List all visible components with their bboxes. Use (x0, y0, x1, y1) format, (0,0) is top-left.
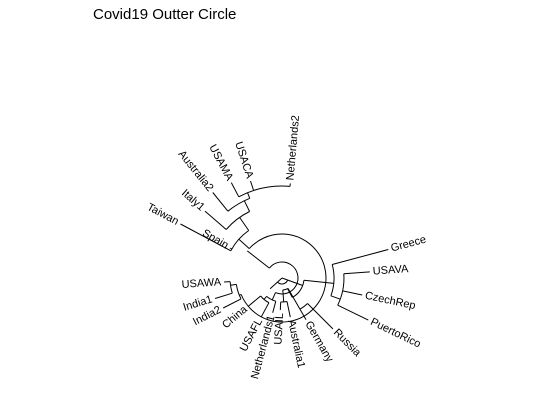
tree-leaf-labels: GreeceUSAVACzechRepPuertoRicoRussiaGerma… (145, 115, 428, 381)
branch-arc (235, 284, 242, 300)
branch-edge (263, 296, 267, 300)
branch-arc (225, 211, 250, 230)
branch-edge (250, 180, 255, 191)
branch-edge (239, 217, 250, 231)
branch-edge (299, 308, 307, 320)
branch-edge (272, 301, 277, 313)
branch-edge (271, 292, 276, 301)
branch-edge (303, 279, 334, 284)
branch-edge (180, 223, 232, 252)
branch-edge (286, 301, 291, 318)
branch-arc (299, 303, 308, 310)
branch-edge (247, 192, 251, 199)
leaf-label: Italy1 (179, 187, 207, 213)
leaf-label: Russia (331, 327, 364, 360)
branch-arc (282, 287, 289, 291)
branch-edge (269, 277, 283, 290)
leaf-label: USAWA (181, 276, 222, 291)
branch-arc (269, 261, 299, 295)
branch-edge (222, 298, 242, 309)
leaf-label: Spain (200, 227, 230, 251)
branch-edge (332, 249, 389, 265)
leaf-label: USAMA (206, 143, 235, 184)
tree-branches (180, 180, 389, 330)
branch-edge (214, 292, 233, 299)
branch-arc (330, 264, 335, 296)
branch-edge (247, 295, 261, 307)
branch-edge (229, 247, 233, 250)
branch-arc (277, 279, 289, 285)
leaf-label: PuertoRico (368, 316, 422, 351)
branch-edge (260, 302, 270, 318)
branch-edge (238, 238, 250, 249)
branch-arc (238, 185, 291, 198)
leaf-label: Taiwan (145, 201, 181, 228)
branch-edge (337, 304, 369, 321)
leaf-label: USACA (232, 140, 255, 180)
branch-arc (229, 281, 233, 294)
leaf-label: Netherlands2 (284, 115, 302, 181)
leaf-label: Australia2 (176, 148, 216, 194)
branch-edge (243, 200, 251, 212)
branch-edge (330, 295, 341, 300)
branch-edge (246, 250, 270, 269)
branch-arc (280, 301, 288, 303)
branch-edge (342, 290, 363, 296)
branch-edge (204, 210, 227, 230)
branch-edge (307, 303, 334, 330)
leaf-label: USAIL (272, 313, 286, 345)
branch-edge (212, 192, 229, 212)
leaf-label: Greece (390, 234, 428, 255)
branch-edge (343, 271, 370, 275)
branch-arc (266, 296, 276, 302)
leaf-label: CzechRep (364, 290, 417, 312)
branch-arc (230, 230, 249, 252)
branch-edge (230, 283, 237, 286)
leaf-label: USAVA (372, 263, 409, 278)
branch-edge (230, 182, 240, 198)
branch-edge (282, 289, 285, 302)
branch-arc (337, 273, 345, 306)
chart-title: Covid19 Outter Circle (93, 6, 237, 23)
branch-arc (240, 233, 327, 323)
branch-edge (287, 288, 293, 298)
branch-edge (281, 277, 303, 286)
